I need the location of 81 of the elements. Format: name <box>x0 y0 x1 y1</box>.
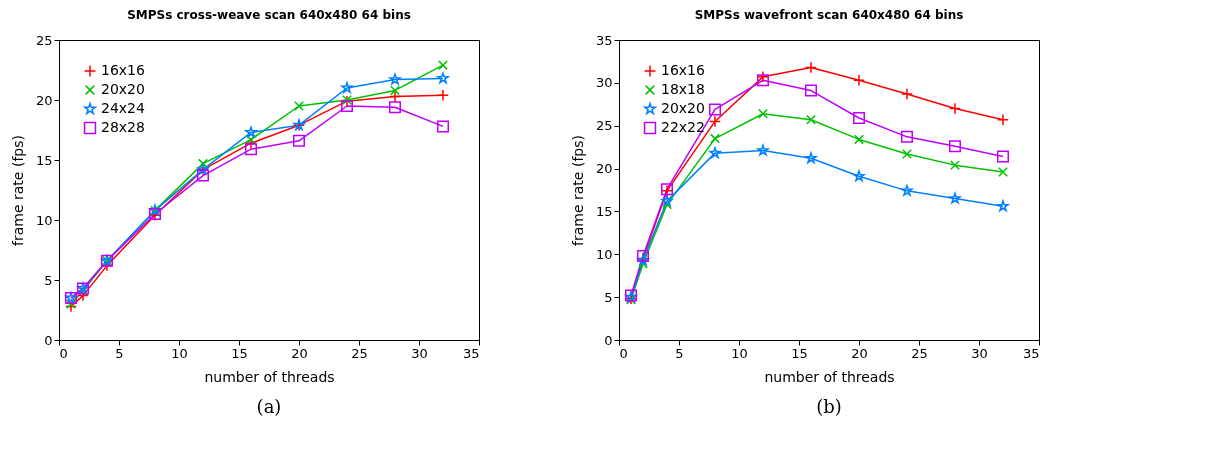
point <box>65 300 77 313</box>
legend-label: 18x18 <box>661 81 705 97</box>
point <box>197 169 209 182</box>
point <box>438 60 448 71</box>
x-tick-label: 0 <box>59 345 68 361</box>
y-tick-label: 5 <box>604 289 613 305</box>
y-tick-label: 15 <box>595 203 613 219</box>
x-tick-label: 30 <box>971 345 988 361</box>
y-tick-label: 15 <box>35 152 53 168</box>
x-tick-label: 25 <box>911 345 928 361</box>
point <box>294 101 304 111</box>
y-tick-label: 0 <box>44 332 53 348</box>
point <box>709 115 721 128</box>
x-axis-title: number of threads <box>204 368 335 385</box>
point <box>437 89 449 102</box>
point <box>758 108 768 119</box>
x-tick-label: 0 <box>619 345 628 361</box>
point <box>950 160 960 171</box>
chart-title: SMPSs wavefront scan 640x480 64 bins <box>694 8 964 22</box>
point <box>293 134 305 147</box>
point <box>806 114 816 125</box>
point <box>437 120 449 133</box>
x-tick-label: 25 <box>351 345 368 361</box>
point <box>901 88 913 100</box>
x-tick-label: 20 <box>291 345 308 361</box>
point <box>853 74 865 87</box>
y-tick-label: 20 <box>35 92 53 108</box>
point <box>389 101 401 114</box>
y-tick-label: 25 <box>35 32 53 48</box>
x-tick-label: 35 <box>462 345 480 361</box>
legend-label: 24x24 <box>101 100 146 116</box>
point <box>757 74 769 87</box>
x-tick-label: 20 <box>851 345 868 361</box>
y-axis-title: frame rate (fps) <box>569 135 586 246</box>
point <box>997 113 1009 126</box>
legend-label: 20x20 <box>661 100 705 116</box>
x-tick-label: 5 <box>675 345 684 361</box>
point <box>901 130 913 143</box>
y-tick-label: 10 <box>595 246 613 262</box>
legend-label: 20x20 <box>101 81 145 97</box>
x-tick-label: 35 <box>1022 345 1040 361</box>
legend-label: 22x22 <box>661 119 705 135</box>
point <box>853 112 865 124</box>
point <box>710 133 720 144</box>
y-tick-label: 30 <box>595 75 613 91</box>
x-tick-label: 10 <box>171 345 188 361</box>
y-axis-title: frame rate (fps) <box>9 135 26 246</box>
point <box>246 134 256 145</box>
point <box>854 134 864 145</box>
x-tick-label: 5 <box>115 345 124 361</box>
legend-label: 16x16 <box>101 62 146 78</box>
point <box>805 84 817 97</box>
point <box>949 140 961 153</box>
x-tick-label: 30 <box>411 345 428 361</box>
point <box>389 90 401 103</box>
point <box>245 143 257 156</box>
point <box>341 100 353 112</box>
y-tick-label: 5 <box>44 272 53 288</box>
y-tick-label: 25 <box>595 118 613 134</box>
x-tick-label: 15 <box>791 345 808 361</box>
x-axis-title: number of threads <box>764 368 895 385</box>
point <box>805 61 817 74</box>
text: (a) <box>256 396 282 417</box>
point <box>997 150 1009 163</box>
x-tick-label: 15 <box>231 345 248 361</box>
point <box>902 149 912 159</box>
point <box>949 102 961 115</box>
point <box>66 299 76 309</box>
point <box>709 103 721 116</box>
text: (b) <box>816 396 842 417</box>
y-tick-label: 35 <box>595 32 613 48</box>
chart-title: SMPSs cross-weave scan 640x480 64 bins <box>127 8 411 22</box>
x-tick-label: 10 <box>731 345 748 361</box>
point <box>757 70 769 83</box>
point <box>390 85 400 96</box>
legend-label: 28x28 <box>101 119 145 135</box>
y-tick-label: 20 <box>595 161 613 177</box>
y-tick-label: 10 <box>35 212 53 228</box>
point <box>998 167 1008 177</box>
legend-label: 16x16 <box>661 62 706 78</box>
y-tick-label: 0 <box>604 332 613 348</box>
